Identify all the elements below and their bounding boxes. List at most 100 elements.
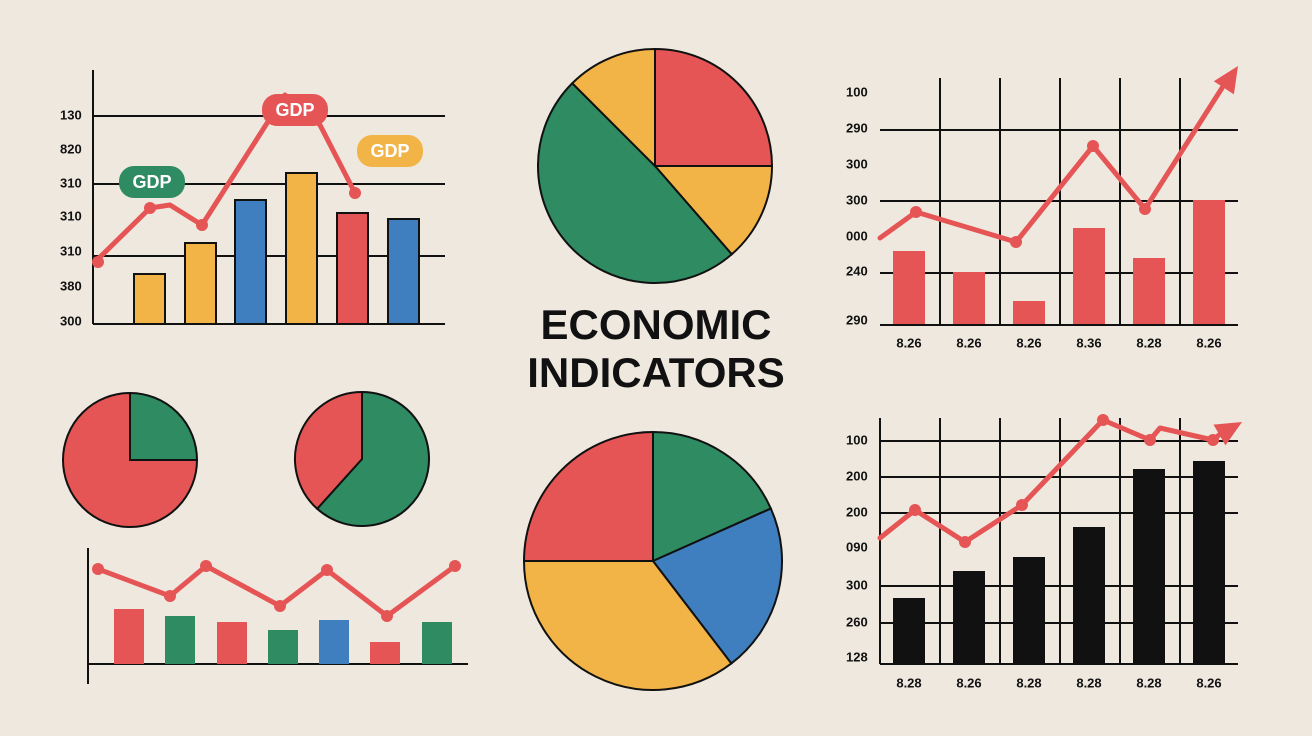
bar <box>893 598 925 664</box>
y-tick-label: 200 <box>846 468 868 483</box>
pie-slice <box>315 390 430 527</box>
y-tick-label: 000 <box>846 228 868 243</box>
title-line: INDICATORS <box>527 349 784 396</box>
title-line: ECONOMIC <box>541 301 772 348</box>
bar <box>133 273 166 325</box>
marker <box>274 600 286 612</box>
bar <box>1013 301 1045 324</box>
bar <box>387 218 420 325</box>
x-tick-label: 8.26 <box>956 675 981 690</box>
x-tick-label: 8.26 <box>1016 335 1041 350</box>
bar <box>953 571 985 664</box>
x-tick-label: 8.28 <box>1076 675 1101 690</box>
bar <box>1073 527 1105 664</box>
bar <box>268 630 298 664</box>
x-tick-label: 8.28 <box>1136 335 1161 350</box>
marker <box>381 610 393 622</box>
bar <box>370 642 400 664</box>
y-tick-label: 128 <box>846 649 868 664</box>
marker <box>449 560 461 572</box>
marker <box>1139 203 1151 215</box>
marker <box>1010 236 1022 248</box>
x-tick-label: 8.36 <box>1076 335 1101 350</box>
bar <box>1073 228 1105 324</box>
pie-slice <box>62 391 199 528</box>
marker <box>196 219 208 231</box>
y-tick-label: 290 <box>846 312 868 327</box>
y-tick-label: 200 <box>846 504 868 519</box>
pie-slice <box>522 560 733 691</box>
bar <box>285 172 318 325</box>
y-tick-label: 100 <box>846 432 868 447</box>
pie-slice <box>522 430 654 562</box>
marker <box>910 206 922 218</box>
y-tick-label: 300 <box>60 313 82 328</box>
bar <box>114 609 144 664</box>
x-tick-label: 8.26 <box>1196 675 1221 690</box>
pie-slice <box>652 165 774 256</box>
marker <box>92 563 104 575</box>
bar <box>1133 469 1165 664</box>
badge-label: GDP <box>132 172 171 192</box>
marker <box>1144 434 1156 446</box>
badge-label: GDP <box>275 100 314 120</box>
pie-slice <box>570 47 656 169</box>
marker <box>164 590 176 602</box>
y-tick-label: 310 <box>60 208 82 223</box>
marker <box>1207 434 1219 446</box>
y-tick-label: 300 <box>846 192 868 207</box>
badge <box>262 94 328 126</box>
badge <box>357 135 423 167</box>
arrow-head <box>1213 66 1238 95</box>
badge <box>119 166 185 198</box>
bar <box>336 212 369 325</box>
y-tick-label: 290 <box>846 120 868 135</box>
marker <box>144 202 156 214</box>
bar <box>1133 258 1165 324</box>
pie-slice <box>651 507 783 665</box>
y-tick-label: 130 <box>60 107 82 122</box>
x-tick-label: 8.26 <box>896 335 921 350</box>
trend-line <box>877 85 1225 245</box>
pie-slice <box>129 391 199 461</box>
pie-slice <box>537 81 734 284</box>
y-tick-label: 820 <box>60 141 82 156</box>
marker <box>1097 414 1109 426</box>
bar <box>184 242 217 325</box>
bar <box>319 620 349 664</box>
marker <box>1087 140 1099 152</box>
pie-slice <box>652 430 773 563</box>
x-tick-label: 8.26 <box>1196 335 1221 350</box>
bar <box>893 251 925 324</box>
bar <box>1193 200 1225 324</box>
bar <box>422 622 452 664</box>
bar <box>1013 557 1045 664</box>
y-tick-label: 100 <box>846 84 868 99</box>
pie-slice <box>654 47 774 167</box>
x-tick-label: 8.26 <box>956 335 981 350</box>
badge-label: GDP <box>370 141 409 161</box>
marker <box>959 536 971 548</box>
y-tick-label: 310 <box>60 175 82 190</box>
marker <box>200 560 212 572</box>
arrow-head <box>1213 422 1242 446</box>
x-tick-label: 8.28 <box>896 675 921 690</box>
y-tick-label: 380 <box>60 278 82 293</box>
y-tick-label: 300 <box>846 156 868 171</box>
bar <box>1193 461 1225 664</box>
y-tick-label: 260 <box>846 614 868 629</box>
y-tick-label: 300 <box>846 577 868 592</box>
bar <box>217 622 247 664</box>
bar <box>234 199 267 325</box>
marker <box>909 504 921 516</box>
y-tick-label: 310 <box>60 243 82 258</box>
y-tick-label: 240 <box>846 263 868 278</box>
marker <box>92 256 104 268</box>
x-tick-label: 8.28 <box>1136 675 1161 690</box>
marker <box>349 187 361 199</box>
y-tick-label: 090 <box>846 539 868 554</box>
x-tick-label: 8.28 <box>1016 675 1041 690</box>
marker <box>1016 499 1028 511</box>
